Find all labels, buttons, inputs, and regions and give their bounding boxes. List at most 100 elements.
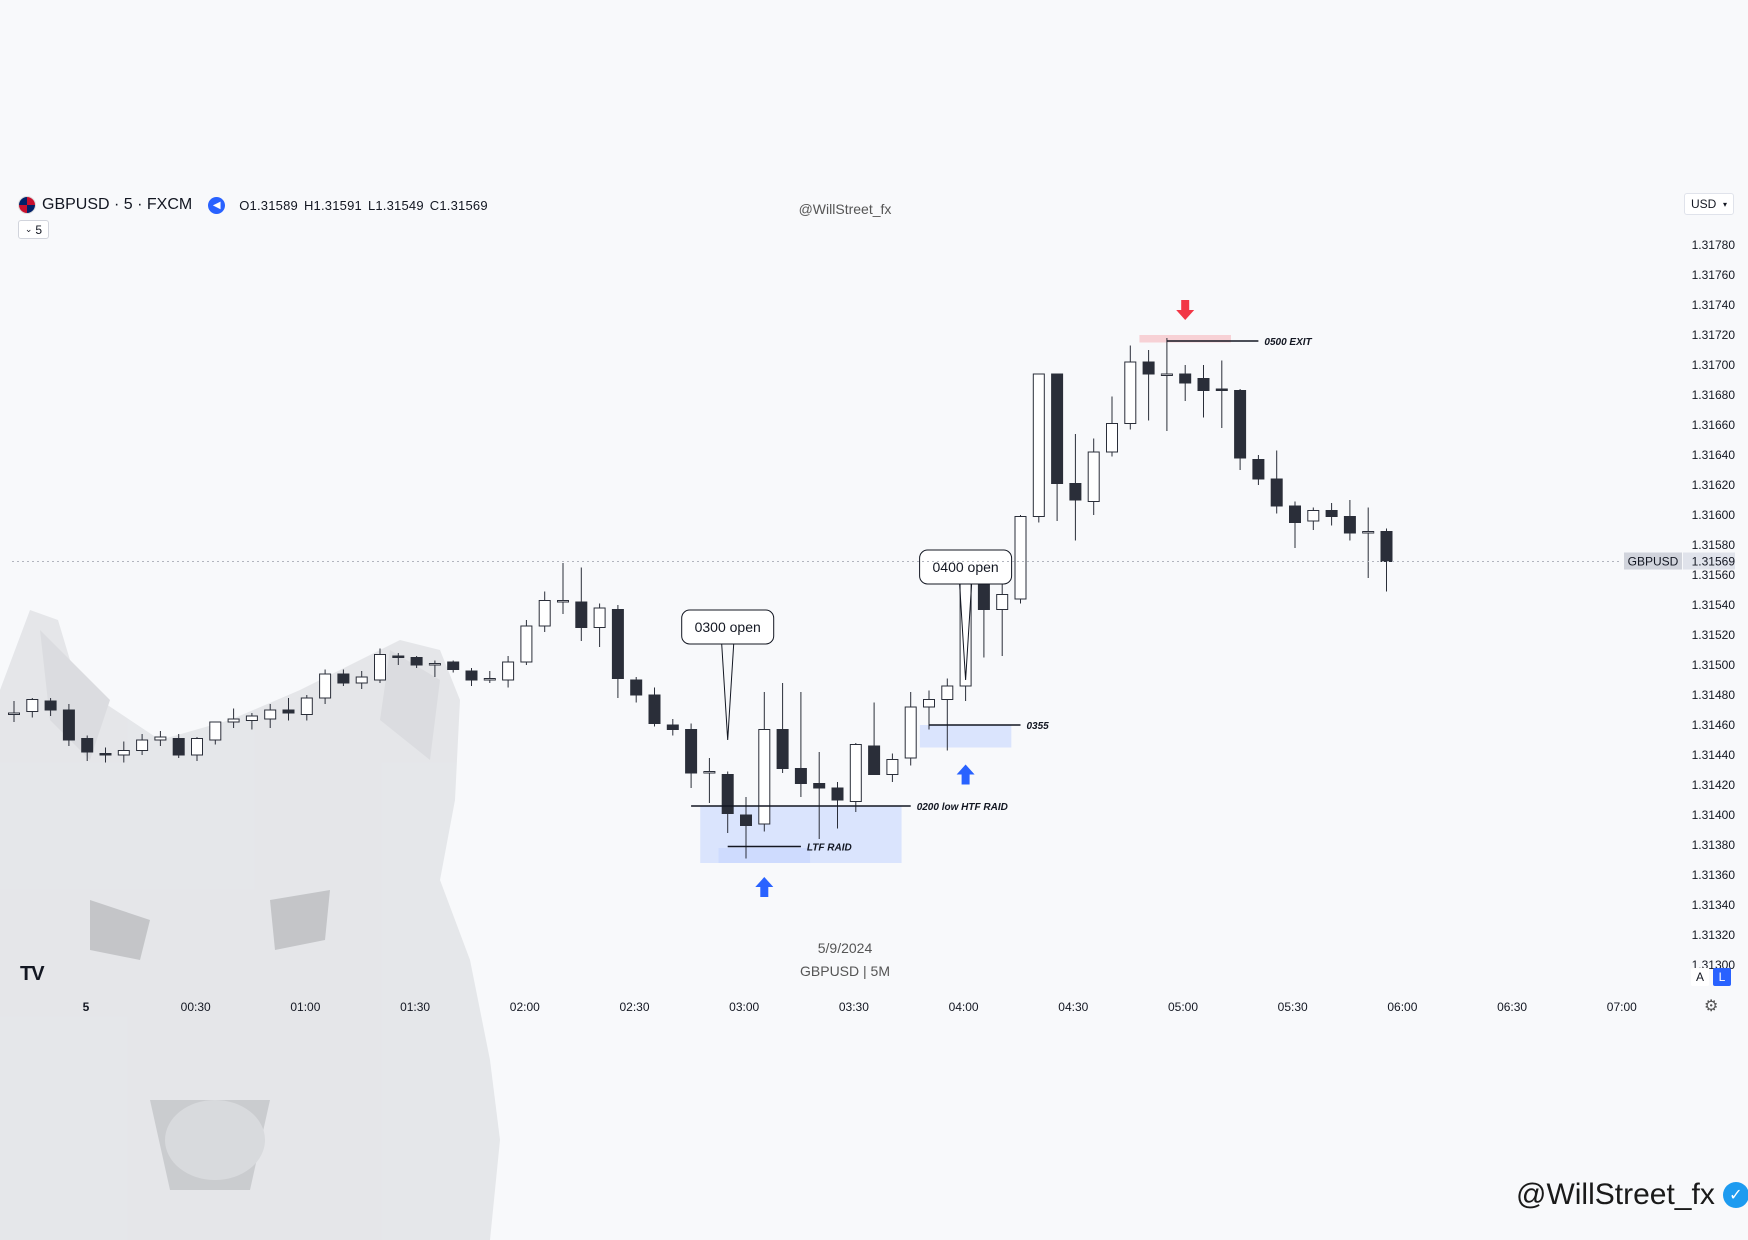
auto-scale-button[interactable]: A: [1691, 968, 1709, 986]
candle[interactable]: [8, 701, 20, 722]
candle[interactable]: [1069, 434, 1082, 541]
gear-icon[interactable]: ⚙: [1704, 998, 1719, 1015]
candle[interactable]: [813, 752, 826, 839]
candle[interactable]: [44, 698, 57, 716]
candle[interactable]: [355, 671, 368, 689]
candle[interactable]: [1252, 455, 1265, 485]
bear-candle-body: [813, 783, 826, 789]
level-label: 0200 low HTF RAID: [917, 802, 1008, 813]
candle[interactable]: [282, 698, 295, 721]
candle[interactable]: [245, 713, 258, 730]
symbol-label[interactable]: GBPUSD · 5 · FXCM: [42, 196, 193, 213]
candle[interactable]: [26, 698, 39, 718]
candle[interactable]: [1325, 503, 1338, 526]
candle[interactable]: [1343, 500, 1356, 541]
y-tick-label: 1.31420: [1692, 778, 1736, 792]
candle[interactable]: [703, 758, 716, 803]
candle[interactable]: [483, 671, 496, 683]
log-scale-button[interactable]: L: [1713, 968, 1731, 986]
candle[interactable]: [264, 704, 277, 728]
candle[interactable]: [630, 677, 643, 703]
candle[interactable]: [868, 702, 881, 775]
candle[interactable]: [557, 563, 569, 614]
candle[interactable]: [758, 692, 771, 832]
candle[interactable]: [1179, 365, 1192, 401]
candle[interactable]: [1215, 360, 1228, 429]
x-tick-label: 02:30: [619, 1000, 649, 1014]
candle[interactable]: [685, 723, 698, 789]
candle[interactable]: [1160, 338, 1173, 431]
candle[interactable]: [1032, 373, 1045, 523]
candle[interactable]: [374, 648, 386, 684]
candle[interactable]: [319, 669, 332, 705]
candle[interactable]: [923, 690, 935, 730]
candle[interactable]: [1142, 350, 1155, 421]
bear-candle-body: [868, 745, 881, 775]
candle[interactable]: [62, 704, 75, 746]
candle[interactable]: [136, 734, 149, 755]
candle[interactable]: [721, 771, 734, 834]
candle[interactable]: [1270, 450, 1283, 514]
candle[interactable]: [227, 708, 240, 729]
candle[interactable]: [977, 573, 990, 658]
candle[interactable]: [520, 620, 533, 665]
x-tick-label: 06:00: [1387, 1000, 1417, 1014]
candle[interactable]: [666, 719, 679, 736]
y-tick-label: 1.31540: [1692, 598, 1736, 612]
bear-candle-body: [44, 700, 57, 711]
bull-candle-body: [264, 709, 277, 720]
candle[interactable]: [886, 753, 899, 783]
candle[interactable]: [648, 687, 661, 727]
candle[interactable]: [593, 603, 606, 648]
currency-select[interactable]: USD ▾: [1684, 193, 1734, 215]
candle[interactable]: [117, 741, 130, 763]
candle[interactable]: [849, 743, 862, 812]
candle[interactable]: [1307, 507, 1320, 531]
bear-candle-body: [1197, 378, 1210, 391]
tradingview-logo[interactable]: TV: [20, 963, 45, 985]
candle[interactable]: [300, 695, 313, 721]
chevron-down-icon: ⌄: [24, 224, 33, 234]
candle[interactable]: [611, 605, 624, 698]
candle[interactable]: [410, 656, 423, 668]
candle[interactable]: [996, 575, 1009, 656]
x-tick-label: 01:30: [400, 1000, 430, 1014]
candle[interactable]: [81, 735, 94, 762]
candle[interactable]: [904, 692, 917, 766]
candle[interactable]: [941, 678, 954, 751]
candle[interactable]: [172, 734, 185, 758]
candle[interactable]: [959, 567, 972, 702]
bear-candle-body: [666, 724, 679, 730]
candle[interactable]: [1197, 365, 1210, 418]
y-tick-label: 1.31560: [1692, 568, 1736, 582]
candle[interactable]: [1087, 438, 1100, 516]
candle[interactable]: [1051, 373, 1064, 521]
candle[interactable]: [794, 692, 807, 797]
bear-candle-body: [648, 694, 661, 724]
candle[interactable]: [99, 747, 112, 763]
candle[interactable]: [1124, 345, 1137, 430]
candle[interactable]: [776, 683, 789, 773]
candle[interactable]: [740, 797, 752, 859]
candle[interactable]: [392, 653, 405, 665]
candle[interactable]: [1234, 389, 1247, 470]
candle[interactable]: [538, 591, 551, 633]
candle[interactable]: [1106, 396, 1118, 457]
candle[interactable]: [1362, 507, 1375, 579]
x-tick-label: 5: [83, 1000, 90, 1014]
candle[interactable]: [1289, 501, 1301, 549]
interval-toggle[interactable]: ⌄ 5: [18, 220, 49, 239]
candle[interactable]: [191, 737, 203, 761]
candle[interactable]: [209, 721, 222, 745]
candle[interactable]: [428, 660, 441, 678]
candle[interactable]: [575, 567, 588, 642]
candle[interactable]: [447, 660, 460, 673]
candle[interactable]: [1380, 528, 1393, 592]
candle[interactable]: [1014, 515, 1027, 604]
replay-icon[interactable]: ◀: [208, 196, 226, 214]
candle[interactable]: [465, 668, 478, 686]
candle[interactable]: [154, 731, 167, 746]
candle[interactable]: [502, 656, 515, 688]
candle[interactable]: [337, 669, 350, 687]
